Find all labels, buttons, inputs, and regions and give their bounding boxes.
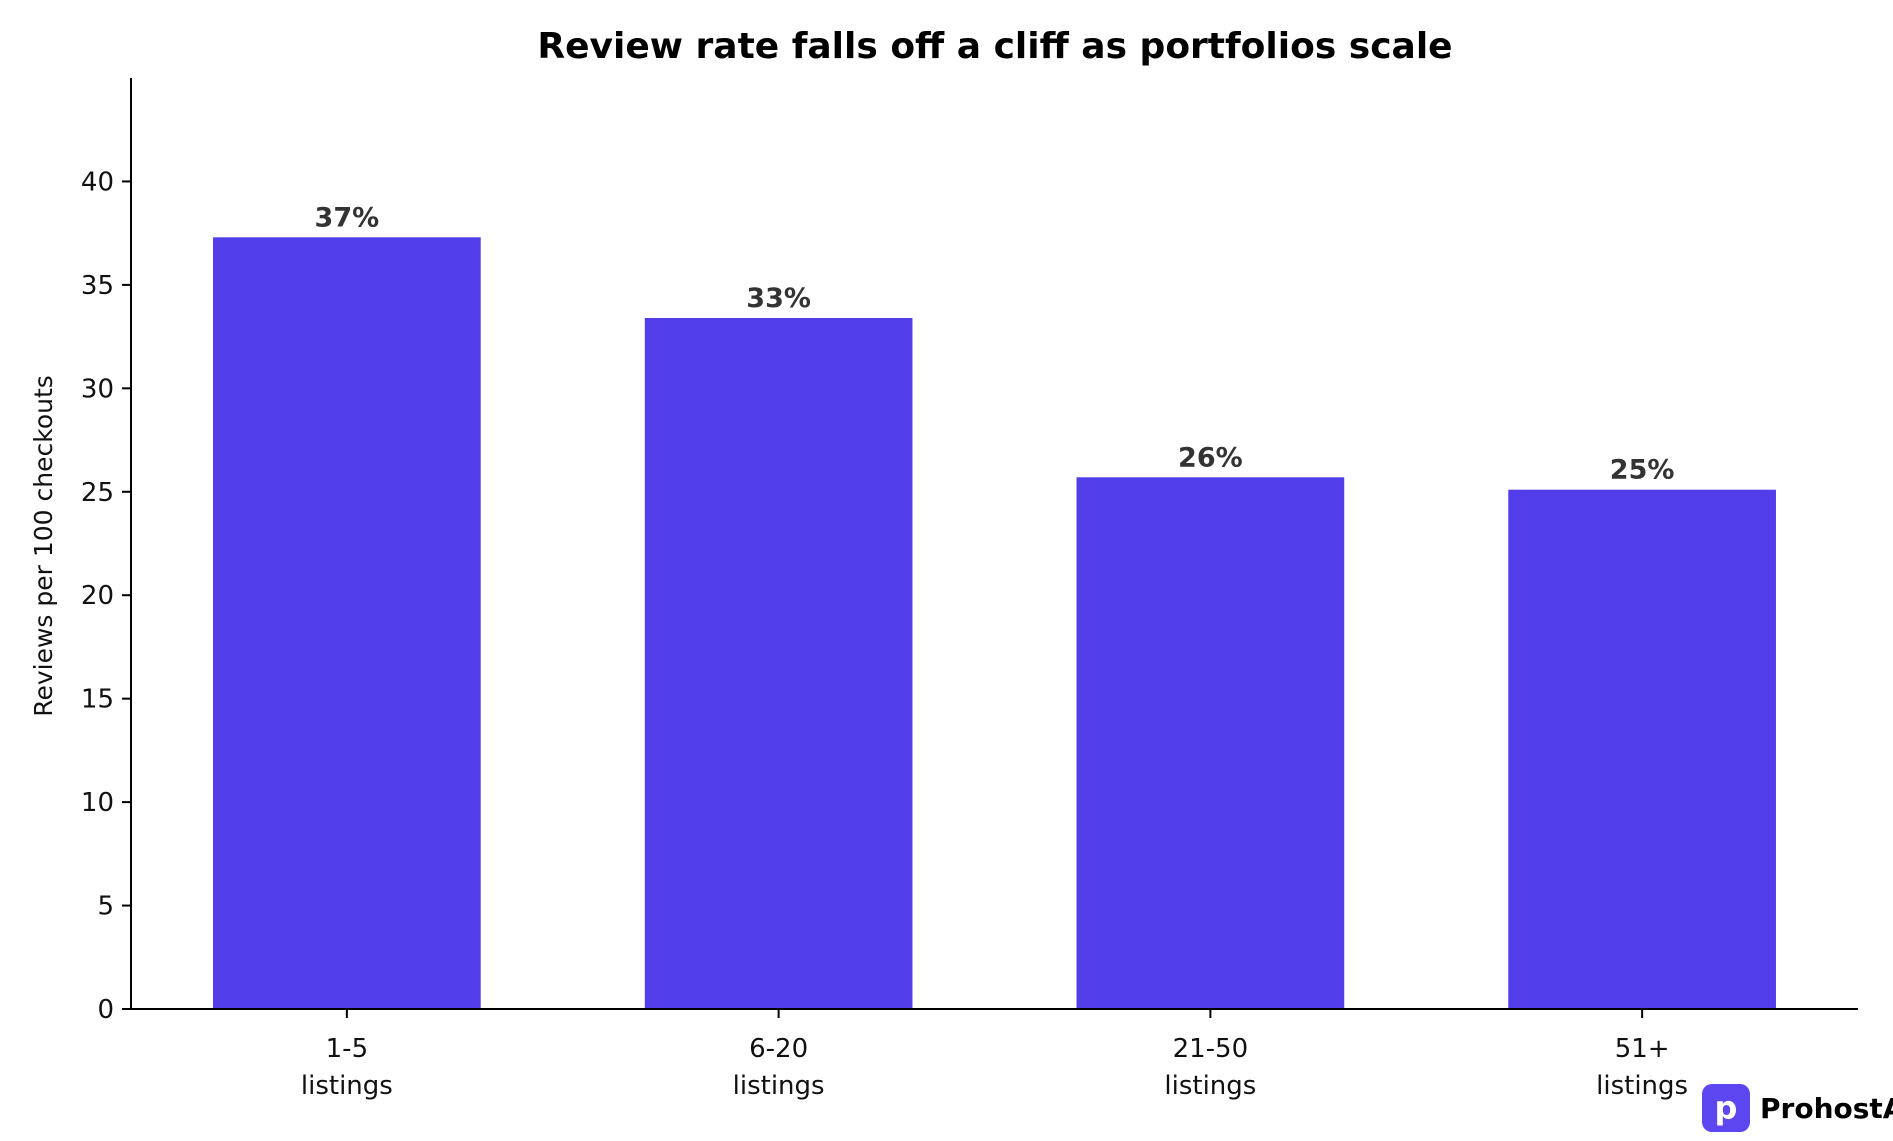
bar-value-label: 25%	[1610, 455, 1675, 486]
x-ticks-layer: 1-5 listings 6-20 listings 21-50 listings 51+ l…	[301, 1009, 1688, 1101]
bar-value-label: 37%	[315, 202, 380, 233]
brand-logo-letter: p	[1714, 1089, 1738, 1127]
chart-title: Review rate falls off a cliff as portfol…	[537, 26, 1452, 67]
bar-value-label: 33%	[746, 283, 811, 314]
x-tick-label: 51+ listings	[1596, 1034, 1688, 1101]
y-tick-label: 30	[81, 374, 114, 404]
x-tick-label: 6-20 listings	[733, 1034, 825, 1101]
bar	[1508, 489, 1776, 1010]
y-tick-label: 0	[97, 995, 114, 1025]
y-tick-label: 40	[81, 167, 114, 197]
y-tick-label: 15	[81, 685, 114, 715]
x-tick-label: 1-5 listings	[301, 1034, 393, 1101]
bar	[644, 317, 913, 1010]
y-tick-label: 5	[97, 892, 114, 922]
bar	[213, 237, 481, 1009]
y-axis-label: Reviews per 100 checkouts	[29, 375, 58, 717]
brand-logo: p ProhostAI	[1702, 1084, 1893, 1132]
x-tick-label: 21-50 listings	[1164, 1034, 1256, 1101]
y-tick-label: 25	[81, 478, 114, 508]
prohost-logo-icon: p	[1702, 1084, 1750, 1132]
y-ticks-layer: 0 5 10 15 20 25 30 35 40	[81, 167, 131, 1025]
bar	[1076, 477, 1345, 1010]
data-labels-layer: 37% 33% 26% 25%	[315, 202, 1675, 485]
bar-value-label: 26%	[1178, 442, 1243, 473]
y-tick-label: 20	[81, 581, 114, 611]
y-tick-label: 35	[81, 271, 114, 301]
bars-layer	[213, 237, 1776, 1010]
brand-name: ProhostAI	[1760, 1091, 1893, 1125]
y-tick-label: 10	[81, 788, 114, 818]
